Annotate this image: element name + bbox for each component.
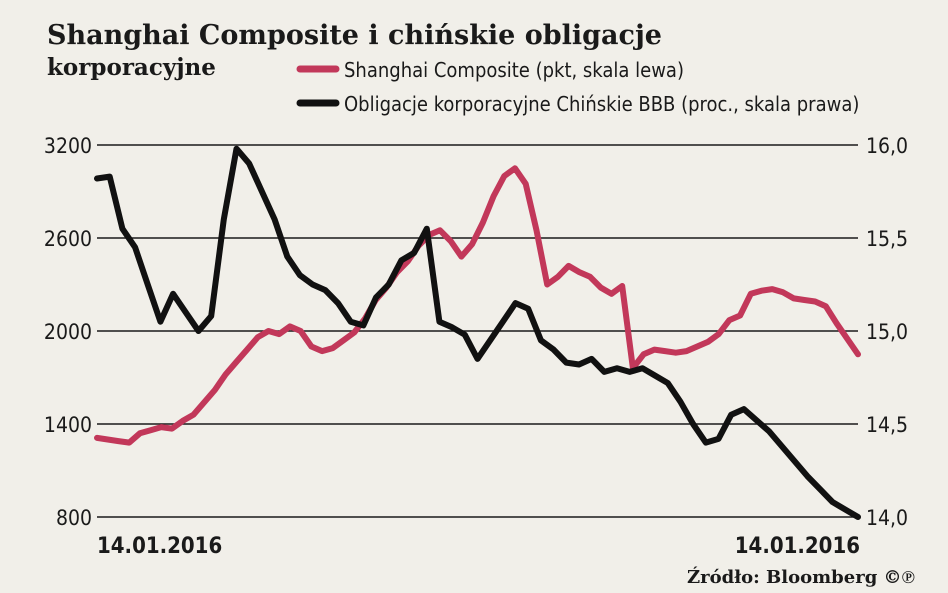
legend-label-shanghai: Shanghai Composite (pkt, skala lewa) xyxy=(344,58,684,82)
right-axis: 16,0 15,5 15,0 14,5 14,0 xyxy=(866,134,908,530)
chart-title: Shanghai Composite i chińskie obligacje xyxy=(47,20,662,51)
left-tick-label: 1400 xyxy=(44,413,92,437)
grid xyxy=(97,144,858,518)
x-start-label: 14.01.2016 xyxy=(97,534,222,559)
legend: Shanghai Composite (pkt, skala lewa) Obl… xyxy=(296,58,859,116)
right-tick-label: 15,0 xyxy=(866,320,908,344)
right-tick-label: 15,5 xyxy=(866,227,908,251)
right-tick-label: 16,0 xyxy=(866,134,908,158)
right-tick-label: 14,5 xyxy=(866,413,908,437)
left-tick-label: 2600 xyxy=(44,227,92,251)
right-tick-label: 14,0 xyxy=(866,506,908,530)
series-line-bonds xyxy=(94,145,861,520)
x-end-label: 14.01.2016 xyxy=(735,534,860,559)
left-tick-label: 800 xyxy=(56,506,92,530)
left-tick-label: 2000 xyxy=(44,320,92,344)
series-line-shanghai xyxy=(94,165,861,446)
left-tick-label: 3200 xyxy=(44,134,92,158)
legend-label-bonds: Obligacje korporacyjne Chińskie BBB (pro… xyxy=(344,92,859,116)
left-axis: 3200 2600 2000 1400 800 xyxy=(44,134,92,530)
source-note: Źródło: Bloomberg ©℗ xyxy=(687,565,915,588)
chart-title-line2: korporacyjne xyxy=(47,54,216,81)
